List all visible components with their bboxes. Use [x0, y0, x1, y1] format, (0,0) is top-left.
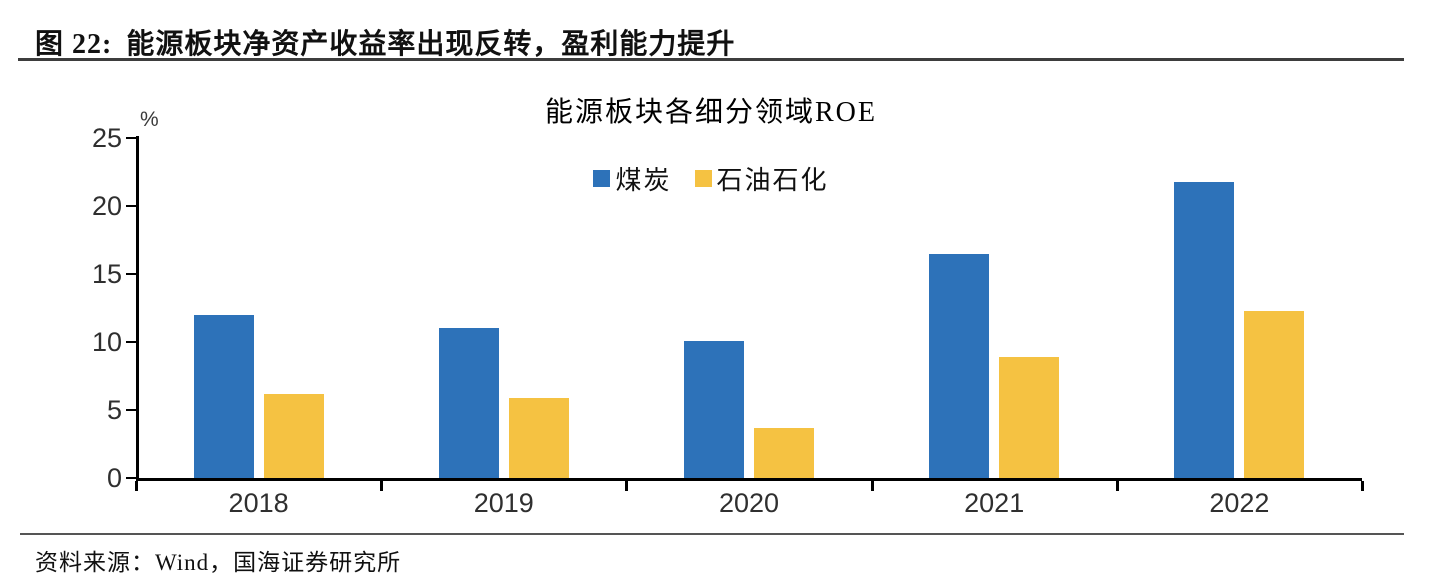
footer-divider-line [20, 533, 1404, 535]
bar-石油石化-2019 [508, 398, 569, 478]
source-label: 资料来源： [35, 550, 155, 575]
y-axis-tick [126, 205, 136, 207]
x-axis-tick [870, 481, 874, 491]
figure-header: 图 22: 能源板块净资产收益率出现反转，盈利能力提升 [35, 22, 735, 62]
bar-煤炭-2018 [193, 315, 254, 478]
y-axis-tick [126, 409, 136, 411]
y-axis-tick-label: 10 [91, 327, 122, 357]
chart-title: 能源板块各细分领域ROE [544, 97, 877, 128]
y-axis-tick-label: 15 [91, 259, 122, 289]
bar-石油石化-2018 [263, 394, 324, 478]
figure-title: 能源板块净资产收益率出现反转，盈利能力提升 [126, 29, 736, 60]
x-axis-tick [380, 481, 384, 491]
x-axis-line [136, 478, 1362, 481]
legend-swatch-icon [593, 170, 611, 187]
bar-石油石化-2021 [999, 357, 1060, 478]
legend-item-0: 煤炭 [593, 160, 671, 197]
header-divider-line [18, 58, 1404, 61]
y-axis-tick-label: 5 [106, 395, 122, 425]
source-note: 资料来源：Wind，国海证券研究所 [35, 543, 401, 577]
y-axis-unit-label: % [140, 108, 159, 131]
y-axis-tick [126, 477, 136, 479]
legend-label: 石油石化 [716, 166, 829, 195]
source-text: Wind，国海证券研究所 [155, 550, 402, 575]
y-axis-tick [126, 137, 136, 139]
figure-number-label: 图 22: [35, 29, 113, 60]
y-axis-tick-label: 25 [91, 123, 122, 153]
x-axis-category-label: 2019 [473, 488, 534, 518]
bar-煤炭-2019 [438, 328, 499, 478]
y-axis-tick-label: 20 [91, 191, 122, 221]
x-axis-tick [1361, 481, 1364, 491]
x-axis-category-label: 2022 [1209, 488, 1270, 518]
legend-swatch-icon [694, 170, 712, 187]
x-axis-category-label: 2020 [718, 488, 780, 518]
y-axis-tick-label: 0 [106, 463, 122, 493]
y-axis-tick [126, 273, 136, 275]
bar-煤炭-2020 [684, 341, 744, 478]
x-axis-tick [135, 481, 138, 491]
bar-煤炭-2021 [929, 254, 990, 478]
x-axis-tick [625, 481, 629, 491]
chart-legend: 煤炭 石油石化 [0, 160, 1422, 197]
x-axis-tick [1115, 481, 1119, 491]
y-axis-line [136, 136, 139, 481]
bar-石油石化-2022 [1244, 311, 1305, 478]
legend-item-1: 石油石化 [694, 160, 829, 197]
y-axis-tick [126, 341, 136, 343]
bar-石油石化-2020 [754, 428, 814, 478]
x-axis-category-label: 2018 [228, 488, 289, 518]
bar-煤炭-2022 [1174, 182, 1235, 478]
x-axis-category-label: 2021 [964, 488, 1025, 518]
legend-label: 煤炭 [615, 166, 672, 195]
